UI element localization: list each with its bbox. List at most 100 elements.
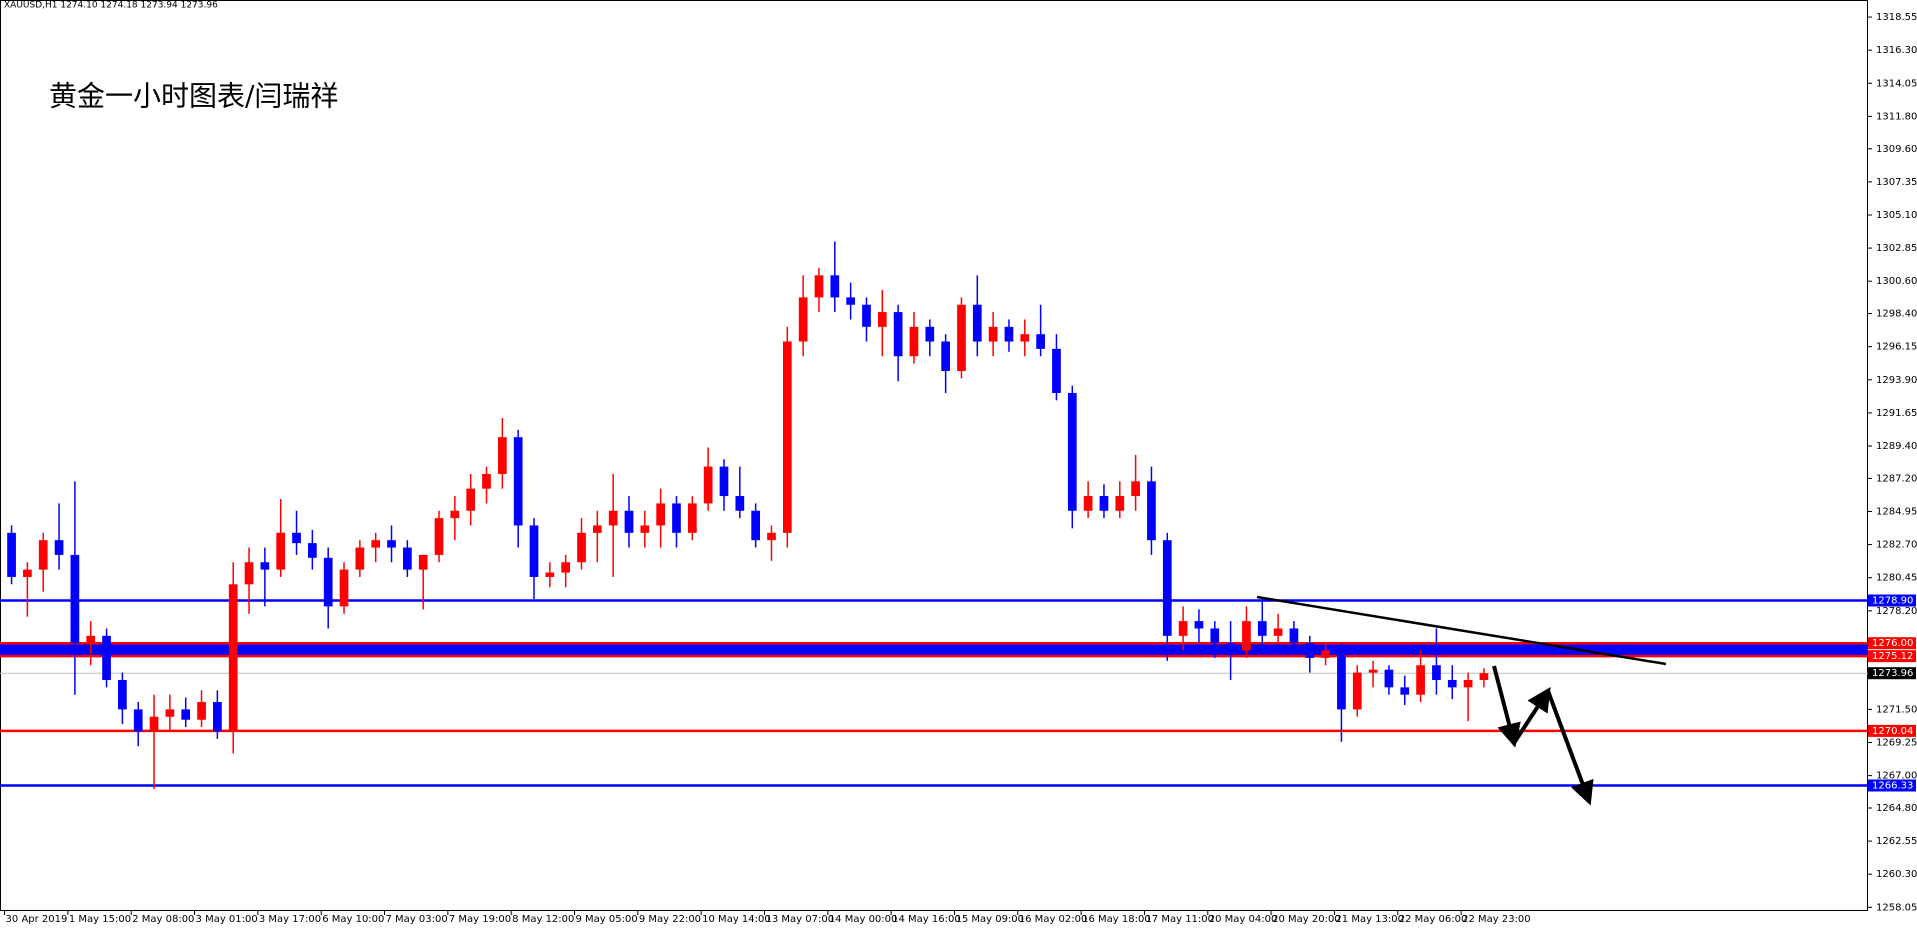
candle-body: [260, 562, 270, 570]
candle-body: [1257, 621, 1267, 636]
candle-body: [672, 503, 681, 533]
header: XAUUSD,H1 1274.10 1274.18 1273.94 1273.9…: [4, 1, 218, 11]
candle-body: [893, 312, 903, 357]
arrow: [1512, 686, 1551, 745]
arrow: [1492, 665, 1521, 748]
level-label: 1278.90: [1872, 596, 1913, 607]
y-tick-label: 1307.35: [1876, 177, 1917, 188]
candle-body: [1321, 650, 1330, 658]
y-tick-label: 1309.60: [1876, 144, 1917, 155]
candle-body: [1289, 628, 1299, 644]
candle-body: [767, 532, 776, 541]
candle-body: [972, 304, 982, 342]
x-tick-label: 3 May 17:00: [259, 914, 321, 925]
candle-body: [1384, 669, 1394, 688]
level-box: [1868, 779, 1916, 792]
candle-body: [323, 557, 333, 607]
candle-body: [862, 304, 871, 327]
x-tick-label: 1 May 15:00: [69, 914, 131, 925]
candle-body: [1052, 348, 1061, 394]
candle-body: [577, 532, 586, 563]
candle-body: [133, 709, 143, 732]
y-tick-label: 1316.30: [1876, 45, 1917, 56]
candle-body: [782, 341, 792, 533]
candle-body: [387, 540, 396, 548]
candle-body: [276, 532, 286, 570]
y-tick-label: 1280.45: [1876, 573, 1917, 584]
x-tick-label: 16 May 18:00: [1082, 914, 1151, 925]
candle-body: [1226, 643, 1235, 651]
level-box: [1868, 594, 1916, 607]
candle-body: [687, 503, 697, 533]
candle-body: [703, 466, 713, 504]
x-tick-label: 13 May 07:00: [765, 914, 834, 925]
candle-body: [213, 702, 222, 732]
candle-body: [1020, 334, 1030, 342]
candle-body: [1242, 621, 1251, 651]
candle-body: [513, 437, 523, 526]
y-tick-label: 1298.40: [1876, 309, 1917, 320]
candle-body: [1273, 628, 1283, 636]
x-tick-label: 16 May 02:00: [1019, 914, 1088, 925]
x-tick-label: 22 May 06:00: [1399, 914, 1468, 925]
candle-body: [656, 503, 666, 526]
candle-body: [497, 437, 507, 474]
y-tick-label: 1278.20: [1876, 606, 1917, 617]
candle-body: [402, 547, 412, 570]
candle-body: [1447, 679, 1457, 688]
level-label: 1275.12: [1872, 651, 1913, 662]
y-tick-label: 1284.95: [1876, 506, 1917, 517]
candle-body: [909, 326, 919, 357]
y-tick-label: 1262.55: [1876, 836, 1917, 847]
y-tick-label: 1260.30: [1876, 869, 1917, 880]
candle-body: [735, 496, 745, 511]
candle-body: [719, 466, 729, 497]
level-box: [1868, 724, 1916, 737]
level-label: 1266.33: [1872, 780, 1913, 791]
y-tick-label: 1282.70: [1876, 540, 1917, 551]
x-tick-label: 22 May 23:00: [1462, 914, 1531, 925]
level-label: 1276.00: [1872, 638, 1913, 649]
y-tick-label: 1258.05: [1876, 902, 1917, 913]
x-tick-label: 21 May 13:00: [1335, 914, 1404, 925]
candle-body: [355, 547, 365, 570]
x-tick-label: 14 May 00:00: [829, 914, 898, 925]
candle-body: [925, 326, 935, 342]
last-price-label: 1273.96: [1872, 668, 1913, 679]
candle-body: [1083, 496, 1093, 511]
candle-body: [292, 532, 301, 544]
candle-body: [118, 679, 127, 710]
x-tick-label: 20 May 20:00: [1272, 914, 1341, 925]
y-tick-label: 1311.80: [1876, 111, 1917, 122]
y-tick-label: 1271.50: [1876, 704, 1917, 715]
last-price-box: [1868, 667, 1916, 680]
candle-body: [1162, 540, 1172, 636]
candle-body: [624, 510, 634, 533]
candle-body: [1400, 687, 1410, 695]
x-tick-label: 17 May 11:00: [1145, 914, 1214, 925]
candle-body: [1337, 650, 1346, 710]
candle-body: [418, 554, 428, 570]
candle-body: [814, 275, 824, 298]
x-tick-label: 8 May 12:00: [512, 914, 574, 925]
x-tick-label: 9 May 22:00: [639, 914, 701, 925]
candle-body: [165, 709, 175, 717]
level-box: [1868, 637, 1916, 650]
y-tick-label: 1264.80: [1876, 803, 1917, 814]
y-tick-label: 1287.20: [1876, 473, 1917, 484]
candle-body: [1368, 669, 1378, 673]
candle-body: [482, 473, 491, 489]
candle-body: [957, 304, 966, 371]
candle-body: [1416, 665, 1425, 695]
candle-body: [1463, 679, 1473, 688]
x-tick-label: 2 May 08:00: [132, 914, 194, 925]
candle-body: [1432, 665, 1441, 680]
level-label: 1270.04: [1872, 726, 1913, 737]
y-tick-label: 1293.90: [1876, 375, 1917, 386]
y-tick-label: 1300.60: [1876, 276, 1917, 287]
x-tick-label: 14 May 16:00: [892, 914, 961, 925]
candle-body: [228, 584, 238, 732]
candle-body: [450, 510, 460, 519]
zone: [0, 643, 1868, 657]
candle-body: [7, 532, 16, 577]
